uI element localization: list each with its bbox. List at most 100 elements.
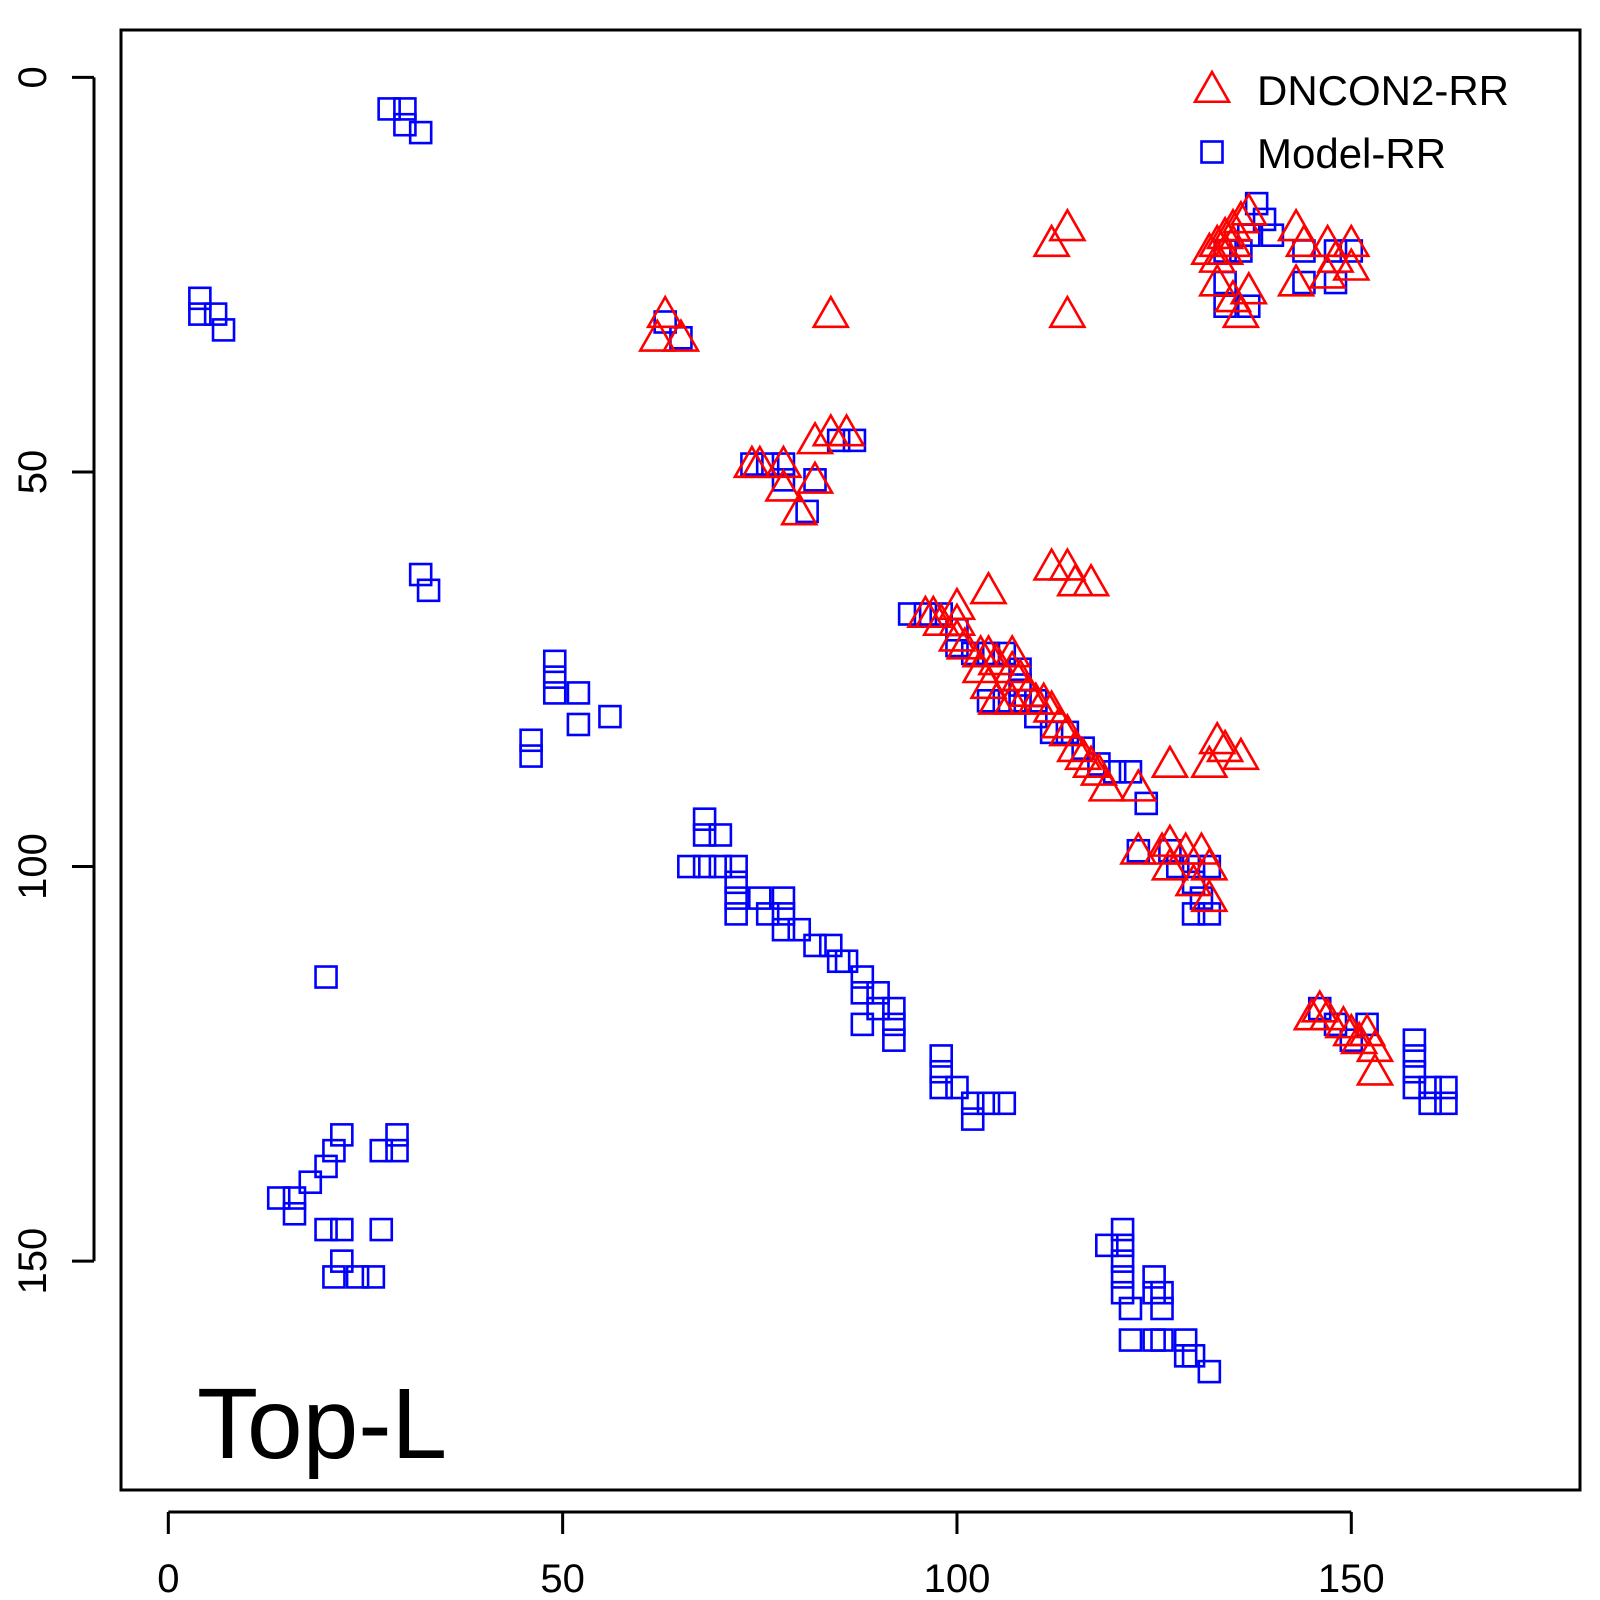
square-point (385, 1138, 409, 1163)
triangle-point (1063, 736, 1103, 771)
triangle-point (992, 633, 1032, 668)
square-point (282, 1186, 307, 1210)
triangle-point (740, 444, 780, 479)
square-point (929, 1059, 953, 1084)
square-point (542, 665, 567, 689)
square-point (826, 949, 851, 974)
square-point (385, 1123, 409, 1147)
triangle-point (811, 294, 851, 329)
square-point (1189, 886, 1214, 910)
square-point (850, 965, 875, 989)
triangle-point (795, 460, 835, 494)
square-point (369, 1138, 394, 1163)
square-point (1110, 1217, 1135, 1242)
square-point (393, 112, 417, 137)
square-point (369, 1217, 394, 1242)
legend: DNCON2-RR Model-RR (1192, 67, 1509, 177)
square-point (771, 886, 796, 910)
triangle-point (1284, 223, 1324, 258)
square-point (1150, 1280, 1174, 1305)
square-point (1292, 239, 1316, 263)
triangle-point (1276, 262, 1316, 297)
square-point (960, 1107, 985, 1131)
square-point (408, 120, 433, 145)
triangle-point (795, 420, 835, 455)
square-point (330, 1217, 354, 1242)
square-point (314, 1154, 338, 1179)
square-point (929, 1044, 953, 1068)
square-point (1142, 1328, 1166, 1352)
square-point (361, 1265, 386, 1289)
square-point (1150, 1328, 1174, 1352)
triangle-point (1040, 704, 1079, 739)
triangle-point (1190, 744, 1229, 778)
triangle-point (1229, 270, 1269, 305)
square-point (787, 917, 812, 942)
y-tick-label: 150 (11, 1228, 55, 1295)
triangle-point (638, 318, 677, 352)
legend-item: DNCON2-RR (1192, 67, 1509, 114)
triangle-point (1332, 247, 1371, 281)
square-point (1402, 1028, 1427, 1052)
square-point (1173, 1344, 1198, 1368)
square-point (771, 917, 796, 942)
triangle-point (1332, 223, 1371, 258)
annotation-label: Top-L (197, 1368, 447, 1480)
square-point (330, 1249, 354, 1273)
square-point (345, 1265, 370, 1289)
triangle-point (827, 412, 866, 447)
square-point (882, 1028, 906, 1052)
legend-label: DNCON2-RR (1257, 67, 1509, 114)
square-point (795, 499, 819, 524)
square-point (976, 689, 1001, 713)
square-point (1339, 1028, 1364, 1052)
square-point (945, 1075, 969, 1100)
square-point (724, 902, 748, 926)
square-point (1402, 1044, 1427, 1068)
square-point (1095, 1233, 1119, 1258)
y-tick-label: 100 (11, 833, 55, 900)
square-point (1134, 791, 1159, 816)
square-point (850, 981, 875, 1005)
triangle-point (1008, 673, 1048, 707)
square-point (566, 681, 591, 705)
triangle-point (1205, 728, 1245, 763)
square-point (542, 681, 567, 705)
square-point (1110, 1280, 1135, 1305)
square-point (408, 562, 433, 587)
legend-triangle-icon (1192, 69, 1232, 104)
square-point (322, 1138, 346, 1163)
square-point (834, 949, 859, 974)
square-point (266, 1186, 291, 1210)
triangle-point (1048, 207, 1087, 242)
square-point (1197, 1359, 1222, 1384)
triangle-point (1150, 823, 1190, 857)
series-dncon2-rr (638, 191, 1395, 1086)
square-point (1118, 1296, 1143, 1321)
square-point (1418, 1091, 1442, 1116)
triangle-point (1119, 768, 1158, 802)
square-point (1402, 1059, 1427, 1084)
square-point (992, 1091, 1017, 1116)
square-point (1434, 1091, 1458, 1116)
square-point (188, 286, 212, 311)
square-point (692, 823, 717, 847)
square-point (818, 933, 843, 958)
legend-label: Model-RR (1257, 130, 1446, 177)
triangle-point (1190, 878, 1229, 913)
square-point (724, 854, 748, 879)
x-axis: 0 50 100 150 (157, 1510, 1385, 1600)
square-point (692, 854, 717, 879)
triangle-point (1292, 996, 1332, 1031)
triangle-point (937, 618, 977, 652)
square-point (692, 807, 717, 831)
square-point (542, 649, 567, 674)
series-model-rr (188, 97, 1458, 1384)
triangle-point (1071, 744, 1111, 778)
y-tick-label: 0 (11, 66, 55, 88)
triangle-point (937, 602, 977, 636)
square-point (566, 712, 591, 737)
square-point (708, 823, 733, 847)
square-point (803, 468, 827, 492)
square-point (1402, 1075, 1427, 1100)
